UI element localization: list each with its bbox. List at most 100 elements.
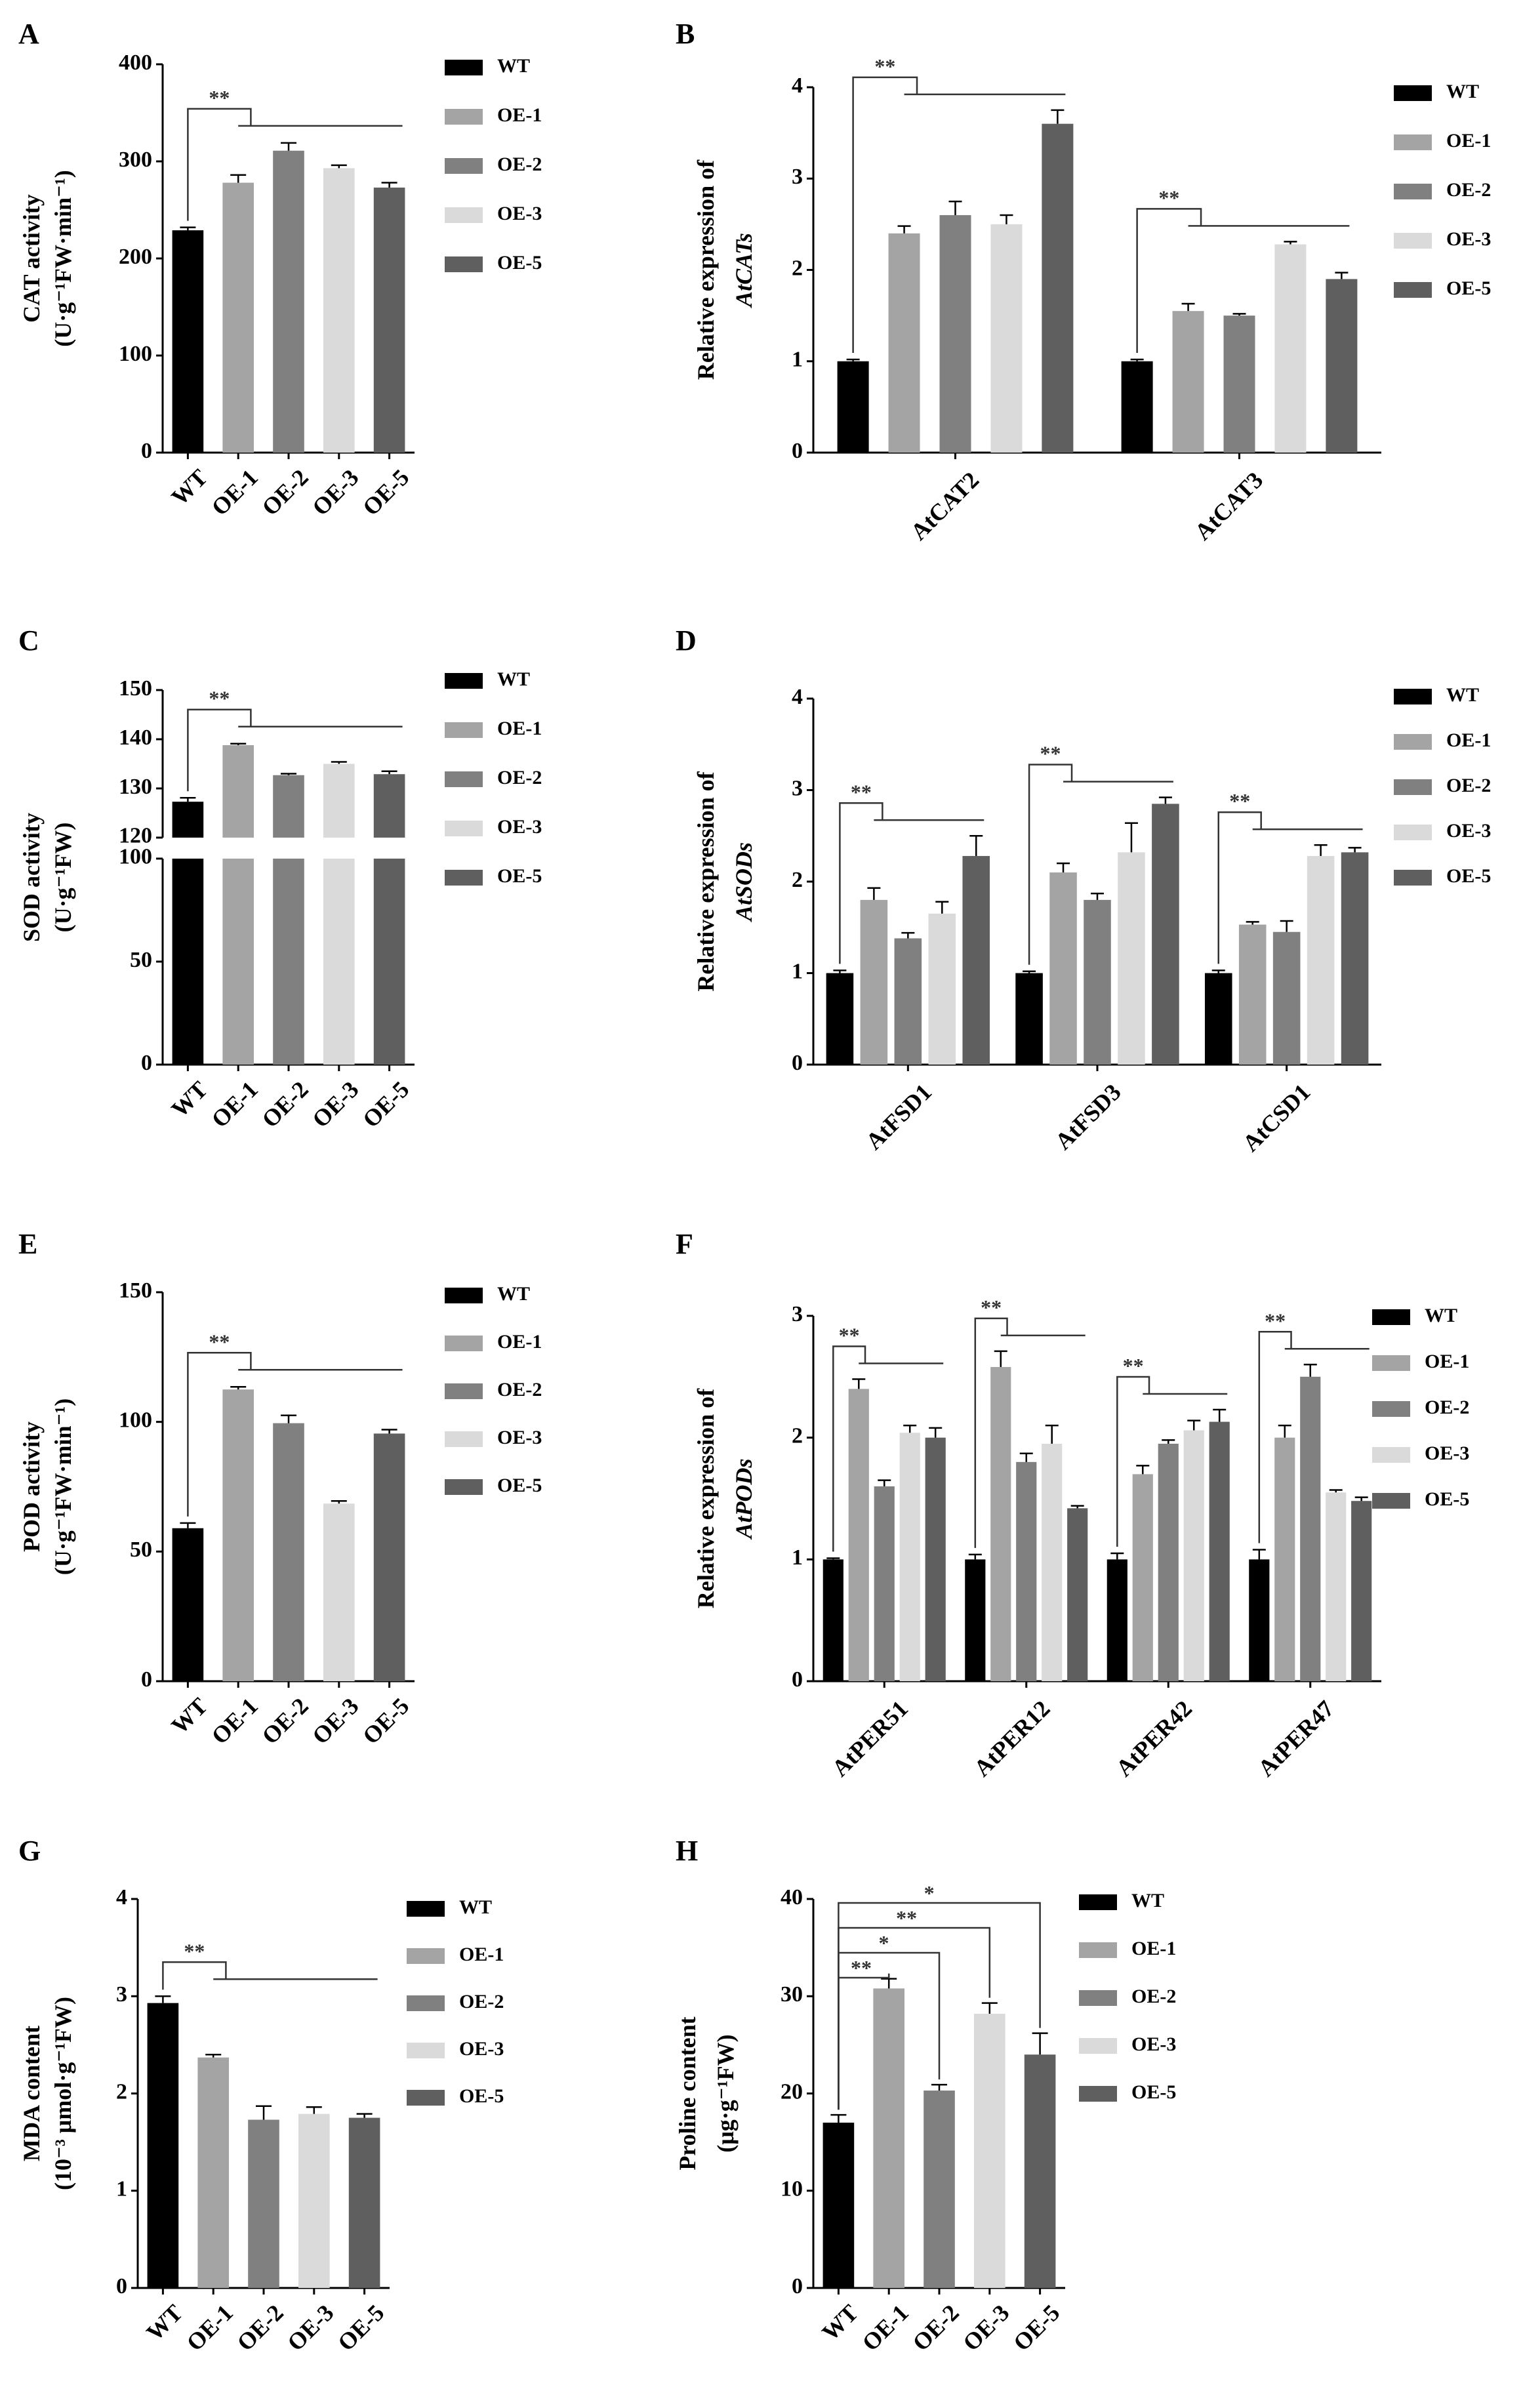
x-tick-label: OE-5 [357, 464, 414, 520]
y-tick-label: 2 [792, 868, 803, 892]
y-tick-label: 40 [781, 1885, 803, 1909]
bar-wt [822, 2122, 855, 2288]
y-tick-label: 0 [792, 439, 803, 463]
bar-oe-5 [373, 187, 405, 453]
x-tick-label: OE-2 [256, 1692, 313, 1749]
legend-swatch-wt [1394, 85, 1432, 101]
bar-atfsd1-oe-3 [928, 913, 956, 1065]
legend-label: WT [459, 1896, 492, 1918]
legend-swatch-oe-3 [1394, 825, 1432, 840]
bar-oe-5 [1024, 2054, 1056, 2288]
x-tick-label: AtCAT2 [906, 466, 985, 545]
significance-bracket [187, 1352, 252, 1517]
bar-atcat2-oe-5 [1042, 123, 1074, 453]
y-axis-title: (U·g⁻¹FW·min⁻¹) [50, 170, 76, 347]
y-axis-title: AtPODs [731, 1458, 757, 1540]
bar-atcsd1-oe-1 [1238, 924, 1267, 1065]
legend-label: WT [1446, 81, 1479, 102]
legend-swatch-oe-1 [1394, 734, 1432, 750]
legend-swatch-wt [1079, 1894, 1117, 1910]
legend-label: OE-1 [459, 1944, 504, 1965]
bar-oe-5 [348, 2117, 380, 2288]
x-tick-label: OE-5 [1008, 2299, 1065, 2356]
legend-label: WT [1131, 1890, 1164, 1911]
significance-label: ** [981, 1296, 1002, 1319]
legend-label: OE-2 [497, 153, 542, 175]
axis-break-gap [322, 837, 355, 859]
significance-label: ** [896, 1906, 917, 1930]
legend-swatch-wt [407, 1901, 445, 1917]
panel-letter: E [18, 1228, 37, 1260]
legend-swatch-oe-1 [1079, 1942, 1117, 1958]
bar-atcat2-oe-1 [888, 233, 920, 453]
y-tick-label: 0 [141, 439, 152, 463]
bar-atper51-oe-3 [899, 1433, 920, 1681]
x-tick-label: AtPER51 [826, 1695, 913, 1782]
bar-atper12-wt [965, 1559, 986, 1681]
significance-bracket [974, 1317, 1008, 1548]
x-tick-label: WT [141, 2299, 188, 2346]
panel-d: D 0 1 2 3 4 Relative expression of AtSODs AtFSD1… [676, 624, 1491, 1156]
y-tick-label: 100 [119, 342, 152, 366]
bar-oe-3 [298, 2113, 330, 2288]
legend-swatch-oe-2 [445, 771, 483, 787]
bar-atper47-oe-3 [1326, 1492, 1347, 1681]
legend-swatch-oe-3 [445, 1431, 483, 1447]
significance-bracket [838, 1902, 1041, 2110]
significance-bracket [838, 1927, 991, 2110]
legend-swatch-oe-3 [1394, 233, 1432, 249]
x-tick-label: OE-1 [207, 464, 263, 520]
x-tick-label: AtFSD3 [1050, 1078, 1126, 1154]
y-tick-label: 3 [792, 165, 803, 189]
x-tick-label: AtPER12 [969, 1695, 1055, 1782]
significance-bracket [162, 1961, 227, 1990]
legend-label: OE-5 [1131, 2081, 1176, 2103]
bar-atper42-oe-5 [1209, 1421, 1230, 1681]
bar-atfsd3-wt [1015, 973, 1043, 1065]
significance-label: ** [1265, 1309, 1286, 1332]
legend-label: OE-1 [1425, 1351, 1469, 1372]
bar-oe-1 [222, 745, 254, 1065]
bar-wt [172, 230, 204, 453]
legend-label: WT [497, 55, 530, 77]
bar-oe-1 [873, 1988, 905, 2288]
x-tick-label: OE-1 [182, 2299, 238, 2356]
legend-swatch-oe-2 [1079, 1990, 1117, 2006]
legend-label: WT [497, 668, 530, 690]
bar-oe-3 [323, 764, 355, 1065]
bar-atcsd1-oe-2 [1272, 931, 1301, 1065]
significance-label: ** [209, 687, 230, 710]
legend-label: OE-3 [497, 203, 542, 224]
bar-atper42-oe-3 [1183, 1430, 1204, 1681]
legend-swatch-wt [1394, 689, 1432, 704]
legend-swatch-wt [445, 1288, 483, 1303]
y-tick-label: 4 [792, 685, 803, 709]
bar-atper47-oe-5 [1351, 1501, 1372, 1681]
x-tick-label: OE-2 [256, 1076, 313, 1132]
legend-swatch-oe-1 [1394, 134, 1432, 150]
significance-bracket [832, 1345, 866, 1552]
bar-oe-1 [197, 2057, 230, 2288]
y-tick-label: 10 [781, 2177, 803, 2201]
x-tick-label: OE-1 [857, 2299, 914, 2356]
x-tick-label: OE-2 [232, 2299, 288, 2356]
legend-swatch-wt [1372, 1309, 1410, 1325]
legend-swatch-wt [445, 60, 483, 75]
legend-label: OE-3 [497, 816, 542, 838]
y-tick-label: 1 [116, 2177, 127, 2201]
legend-swatch-oe-2 [1394, 779, 1432, 795]
y-tick-label: 3 [116, 1982, 127, 2007]
legend-swatch-oe-5 [1372, 1493, 1410, 1509]
legend-label: OE-2 [497, 767, 542, 788]
bar-oe-2 [248, 2119, 279, 2288]
y-tick-label: 2 [792, 1423, 803, 1448]
y-axis-title: (μg·g⁻¹FW) [712, 2034, 739, 2152]
panel-f: F 0 1 2 3 Relative expression of AtPODs AtPER51… [676, 1228, 1469, 1782]
significance-label: * [879, 1931, 889, 1955]
significance-label: ** [1040, 742, 1061, 765]
panel-letter: D [676, 624, 697, 657]
bar-atper42-wt [1107, 1559, 1127, 1681]
y-axis-title: Relative expression of [693, 1388, 719, 1608]
bar-atper42-oe-1 [1132, 1474, 1153, 1681]
bar-oe-1 [222, 1389, 254, 1681]
